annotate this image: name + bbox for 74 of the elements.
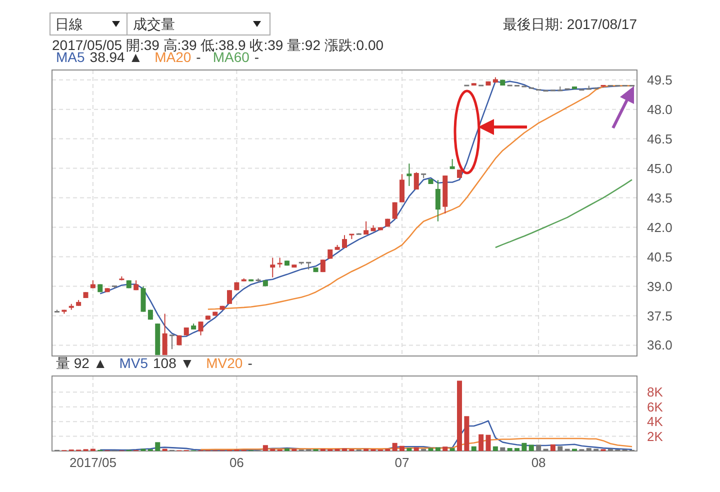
text: MV5 bbox=[119, 355, 148, 371]
text: MA5 bbox=[56, 49, 85, 65]
bar bbox=[536, 444, 542, 451]
bar bbox=[500, 447, 506, 451]
candlestick bbox=[162, 313, 168, 356]
annotation: 108 ▼ bbox=[153, 355, 194, 371]
bar bbox=[262, 445, 268, 451]
candlestick bbox=[400, 174, 404, 203]
y-tick-label: 48.0 bbox=[647, 102, 672, 117]
y-tick-label: 40.5 bbox=[647, 249, 672, 264]
bar bbox=[342, 448, 347, 451]
y-tick-label: 6K bbox=[647, 399, 664, 414]
y-tick-label: 4K bbox=[647, 414, 664, 430]
candlestick bbox=[270, 257, 276, 278]
bar bbox=[464, 416, 470, 451]
line-series bbox=[494, 179, 633, 248]
bar bbox=[400, 446, 404, 451]
bar bbox=[514, 448, 520, 451]
bar bbox=[528, 444, 534, 451]
candlestick bbox=[414, 172, 419, 190]
y-tick-label: 46.5 bbox=[647, 131, 672, 146]
bar bbox=[471, 446, 476, 451]
y-tick-label: 39.0 bbox=[647, 278, 672, 294]
y-tick-label: 45.0 bbox=[647, 160, 672, 176]
bar bbox=[457, 380, 462, 451]
annotation: - bbox=[248, 355, 253, 371]
candlestick bbox=[277, 257, 282, 268]
x-tick-label: 08 bbox=[531, 455, 546, 470]
bar bbox=[450, 448, 455, 451]
text: 最後日期: 2017/08/17 bbox=[503, 16, 638, 32]
text: MA60 bbox=[212, 49, 250, 65]
bar bbox=[478, 434, 484, 451]
bar bbox=[442, 446, 448, 451]
bar bbox=[550, 444, 556, 451]
y-tick-label: 8K bbox=[647, 384, 664, 400]
bar bbox=[155, 442, 160, 451]
x-tick-label: 07 bbox=[394, 455, 410, 470]
y-tick-label: 37.5 bbox=[647, 308, 672, 324]
text: MV20 bbox=[206, 355, 243, 371]
text: 成交量 bbox=[133, 16, 175, 32]
bar bbox=[392, 442, 398, 451]
candlestick bbox=[406, 163, 412, 186]
candlestick bbox=[392, 202, 398, 220]
bar bbox=[435, 447, 440, 451]
candlestick bbox=[198, 321, 204, 336]
text: - bbox=[196, 49, 202, 65]
line-series bbox=[200, 438, 633, 450]
bar bbox=[507, 448, 512, 451]
candlestick bbox=[320, 259, 326, 273]
x-tick-label: 2017/05 bbox=[69, 455, 116, 470]
candlestick bbox=[364, 220, 369, 236]
y-tick-label: 43.5 bbox=[647, 190, 672, 206]
y-tick-label: 36.0 bbox=[647, 338, 672, 353]
bar bbox=[414, 447, 419, 451]
candlestick bbox=[140, 286, 146, 312]
y-tick-label: 42.0 bbox=[647, 220, 672, 235]
bar bbox=[586, 448, 592, 451]
candlestick bbox=[170, 334, 174, 350]
bar bbox=[486, 434, 491, 451]
y-tick-label: 49.5 bbox=[647, 72, 672, 88]
bar bbox=[428, 448, 434, 451]
candlestick bbox=[435, 180, 440, 222]
x-tick-label: 06 bbox=[229, 455, 244, 470]
bar bbox=[492, 446, 498, 451]
annotation: 量 92 ▲ bbox=[56, 355, 108, 371]
text: 日線 bbox=[55, 16, 83, 32]
bar bbox=[558, 446, 563, 451]
candlestick bbox=[342, 234, 347, 248]
line-series bbox=[99, 420, 633, 451]
candlestick bbox=[586, 85, 592, 90]
y-tick-label: 2K bbox=[647, 428, 664, 444]
bar bbox=[284, 448, 290, 451]
bar bbox=[522, 442, 527, 451]
bar bbox=[406, 448, 412, 451]
